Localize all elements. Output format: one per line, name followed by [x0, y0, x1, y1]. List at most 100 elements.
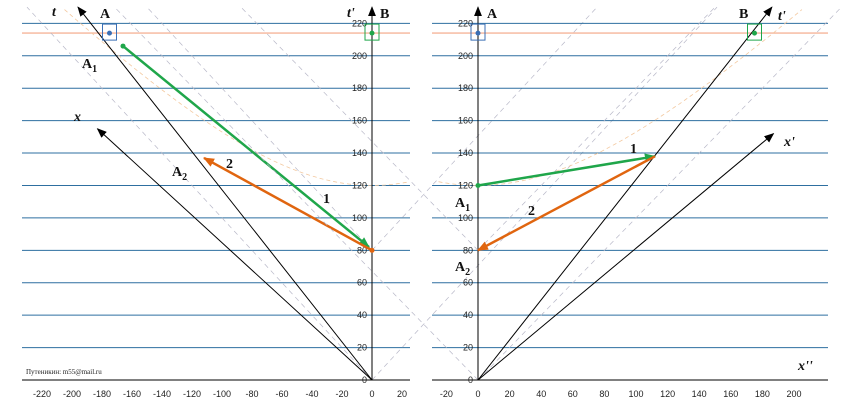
- y-tick-label: 180: [458, 83, 473, 93]
- left-x-axis-label: x: [73, 110, 81, 125]
- y-tick-label: 140: [458, 148, 473, 158]
- event-B-box: [747, 23, 762, 41]
- y-tick-label: 160: [458, 116, 473, 126]
- event-B-dot: [369, 30, 375, 36]
- x-tick-label: -220: [33, 389, 51, 399]
- y-tick-label: 40: [463, 310, 473, 320]
- arrow-2: [203, 156, 373, 252]
- y-tick-label: 20: [463, 343, 473, 353]
- axis-x: [96, 128, 373, 381]
- x-tick-label: 0: [369, 389, 374, 399]
- right-arrow-1-number: 1: [630, 142, 637, 157]
- light-cone-line: [477, 6, 842, 381]
- x-tick-label: -180: [93, 389, 111, 399]
- light-cone-line: [371, 6, 598, 251]
- x-tick-label: 180: [755, 389, 770, 399]
- event-A-box: [470, 23, 486, 41]
- x-tick-label: 120: [660, 389, 675, 399]
- event-B-dot: [752, 30, 757, 36]
- left-arrow-2-number: 2: [226, 157, 233, 172]
- y-tick-label: 60: [463, 278, 473, 288]
- x-tick-label: 160: [723, 389, 738, 399]
- x-tick-label: -40: [305, 389, 318, 399]
- right-point-A2-label: A2: [455, 260, 470, 278]
- y-tick-label: 180: [352, 83, 367, 93]
- right-x-prime-axis-label: x': [783, 135, 795, 150]
- light-cone-line: [114, 6, 479, 381]
- right-point-B-label: B: [739, 7, 748, 22]
- x-tick-label: 100: [628, 389, 643, 399]
- event-A-dot: [107, 30, 112, 36]
- y-tick-label: 40: [357, 310, 367, 320]
- right-arrow-2-number: 2: [528, 204, 535, 219]
- x-tick-label: -100: [213, 389, 231, 399]
- right-light-cone: [114, 6, 842, 381]
- light-cone-line: [240, 6, 479, 251]
- event-A1-dot: [120, 43, 126, 49]
- x-tick-label: 200: [786, 389, 801, 399]
- y-tick-label: 120: [458, 180, 473, 190]
- y-tick-label: 20: [357, 343, 367, 353]
- left-x-tick-labels: -220 -200 -180 -160 -140 -120 -100 -80 -60 -40 -20…: [33, 389, 407, 399]
- x-tick-label: -20: [335, 389, 348, 399]
- left-t-prime-axis-label: t': [347, 6, 355, 21]
- event-A-dot: [475, 30, 481, 36]
- light-cone-line: [26, 6, 373, 381]
- arrow-1: [122, 45, 370, 249]
- right-x-tick-labels: -20 0 20 40 60 80 100 120 140 160 180 200: [440, 389, 802, 399]
- right-axes: [432, 6, 828, 381]
- right-y-tick-labels: 0 20 40 60 80 100 120 140 160 180 200 220: [458, 18, 473, 385]
- axis-t_prime: [477, 6, 773, 381]
- right-markers: [470, 23, 762, 188]
- left-point-A1-label: A1: [82, 57, 97, 75]
- y-tick-label: 200: [352, 51, 367, 61]
- light-cone-line: [371, 6, 718, 381]
- x-tick-label: 40: [536, 389, 546, 399]
- y-tick-label: 100: [458, 213, 473, 223]
- arrow-2: [477, 155, 656, 252]
- y-tick-label: 220: [352, 18, 367, 28]
- left-point-A2-label: A2: [172, 165, 187, 183]
- left-point-B-label: B: [380, 7, 389, 22]
- left-axes: [22, 6, 410, 381]
- right-point-A1-label: A1: [455, 196, 470, 214]
- y-tick-label: 80: [463, 245, 473, 255]
- invariant-hyperbola: [438, 9, 803, 186]
- x-tick-label: 80: [599, 389, 609, 399]
- invariant-hyperbola: [64, 9, 410, 186]
- x-tick-label: -160: [123, 389, 141, 399]
- right-grid-lines: [432, 22, 828, 349]
- y-tick-label: 200: [458, 51, 473, 61]
- y-tick-label: 60: [357, 278, 367, 288]
- y-tick-label: 0: [468, 375, 473, 385]
- y-tick-label: 120: [352, 180, 367, 190]
- credit-text: Путеникин: m55@mail.ru: [26, 368, 102, 376]
- x-tick-label: -120: [183, 389, 201, 399]
- left-grid-lines: [22, 22, 410, 349]
- arrow-1: [477, 153, 656, 187]
- event-B-box: [364, 23, 380, 41]
- left-y-tick-labels: 0 20 40 60 80 100 120 140 160 180 200 220: [352, 18, 367, 385]
- x-tick-label: 0: [475, 389, 480, 399]
- left-markers: [102, 23, 380, 253]
- left-arrows: [122, 45, 373, 252]
- event-orange-start-dot: [369, 247, 375, 253]
- left-light-cone: [26, 6, 718, 381]
- y-tick-label: 0: [362, 375, 367, 385]
- light-cone-line: [146, 6, 373, 251]
- x-tick-label: 140: [692, 389, 707, 399]
- event-A-box: [102, 23, 117, 41]
- left-hyperbola: [64, 9, 410, 186]
- right-x-double-prime-axis-label: x'': [797, 359, 813, 374]
- axis-x_prime: [477, 132, 775, 381]
- right-t-prime-axis-label: t': [778, 9, 786, 24]
- x-tick-label: 20: [505, 389, 515, 399]
- axis-t: [77, 6, 373, 381]
- left-arrow-1-number: 1: [323, 192, 330, 207]
- x-tick-label: -140: [153, 389, 171, 399]
- y-tick-label: 160: [352, 116, 367, 126]
- right-point-A-label: A: [487, 7, 498, 22]
